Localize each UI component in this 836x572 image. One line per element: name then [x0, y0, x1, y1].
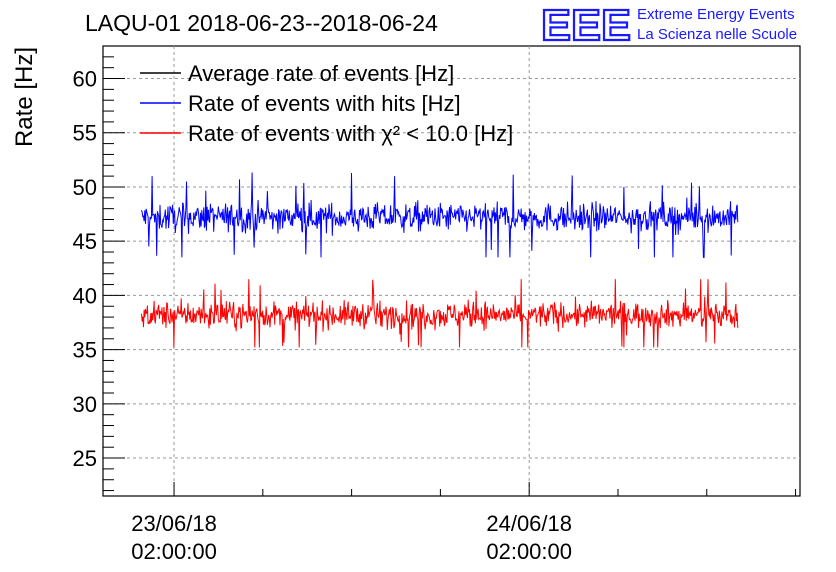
series-line-hits — [141, 172, 739, 258]
legend-label-chi2: Rate of events with χ² < 10.0 [Hz] — [188, 121, 513, 146]
eee-logo-line1: Extreme Energy Events — [637, 6, 795, 23]
legend-label-hits: Rate of events with hits [Hz] — [188, 91, 461, 116]
legend-label-average: Average rate of events [Hz] — [188, 61, 454, 86]
x-axis: 23/06/18 02:00:00 24/06/18 02:00:00 — [131, 482, 797, 564]
y-axis: 25 30 35 40 45 50 55 60 — [73, 45, 125, 492]
series-lines — [141, 172, 739, 348]
eee-logo: EEE Extreme Energy Events La Scienza nel… — [540, 0, 797, 51]
y-tick-label: 25 — [73, 446, 97, 471]
x-tick-time: 02:00:00 — [486, 539, 572, 564]
y-tick-label: 40 — [73, 283, 97, 308]
eee-logo-line2: La Scienza nelle Scuole — [637, 26, 797, 43]
chart-title: LAQU-01 2018-06-23--2018-06-24 — [85, 10, 438, 36]
x-tick-date: 24/06/18 — [486, 511, 572, 536]
y-tick-label: 50 — [73, 175, 97, 200]
x-tick-date: 23/06/18 — [131, 511, 217, 536]
eee-logo-text: EEE — [541, 1, 631, 50]
y-axis-label: Rate [Hz] — [11, 47, 38, 147]
y-tick-label: 45 — [73, 229, 97, 254]
y-tick-label: 55 — [73, 121, 97, 146]
plot-frame — [102, 45, 801, 497]
grid-lines — [103, 46, 800, 496]
y-tick-label: 35 — [73, 338, 97, 363]
y-tick-label: 60 — [73, 67, 97, 92]
x-tick-time: 02:00:00 — [131, 539, 217, 564]
y-tick-label: 30 — [73, 392, 97, 417]
legend: Average rate of events [Hz] Rate of even… — [140, 61, 513, 146]
series-line-chi2 — [141, 279, 739, 348]
